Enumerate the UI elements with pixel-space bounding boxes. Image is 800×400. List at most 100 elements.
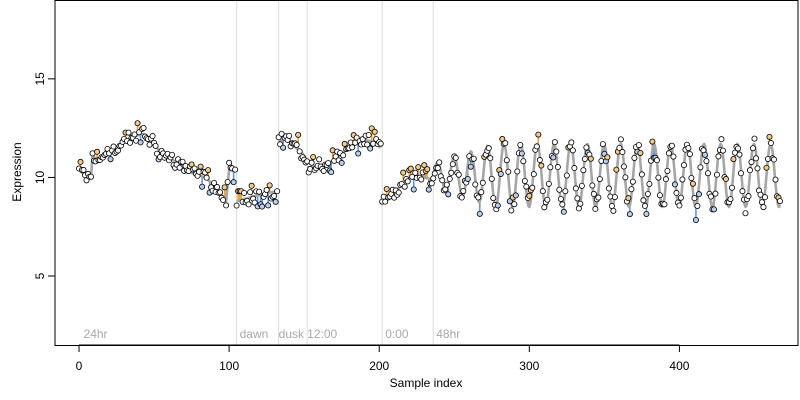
data-point <box>338 159 345 166</box>
data-point <box>340 152 347 159</box>
data-point <box>559 201 566 208</box>
data-point <box>577 200 584 207</box>
data-point <box>134 120 141 127</box>
data-point <box>259 203 266 210</box>
data-point <box>563 172 570 179</box>
data-point <box>221 184 228 191</box>
data-point <box>745 193 752 200</box>
data-point <box>382 198 389 205</box>
data-point <box>199 183 206 190</box>
data-point <box>152 142 159 149</box>
data-point <box>670 153 677 160</box>
data-point <box>664 167 671 174</box>
data-point <box>533 143 540 150</box>
data-point <box>562 188 569 195</box>
data-point <box>677 194 684 201</box>
y-tick-label: 10 <box>33 170 47 184</box>
data-point <box>695 191 702 198</box>
data-point <box>410 186 417 193</box>
data-point <box>668 142 675 149</box>
data-point <box>494 202 501 209</box>
data-point <box>241 189 248 196</box>
data-point <box>550 154 557 161</box>
data-point <box>460 187 467 194</box>
data-point <box>707 193 714 200</box>
data-point <box>88 173 95 180</box>
data-point <box>596 176 603 183</box>
data-point <box>617 136 624 143</box>
data-point <box>127 139 134 146</box>
data-point <box>464 175 471 182</box>
data-point <box>125 129 132 136</box>
data-point <box>472 181 479 188</box>
data-point <box>608 202 615 209</box>
data-point <box>407 165 414 172</box>
data-point <box>470 155 477 162</box>
data-point <box>656 192 663 199</box>
data-point <box>137 139 144 146</box>
data-point <box>578 182 585 189</box>
data-point <box>94 148 101 155</box>
data-point <box>685 145 692 152</box>
y-tick-label: 15 <box>33 72 47 86</box>
data-point <box>754 165 761 172</box>
data-point <box>694 202 701 209</box>
data-point <box>308 159 315 166</box>
data-point <box>271 192 278 199</box>
data-point <box>776 198 783 205</box>
y-tick-label: 5 <box>33 272 47 279</box>
data-point <box>643 210 650 217</box>
data-point <box>631 154 638 161</box>
data-point <box>746 167 753 174</box>
data-point <box>763 164 770 171</box>
data-point <box>487 155 494 162</box>
data-point <box>530 171 537 178</box>
data-point <box>742 210 749 217</box>
data-point <box>518 150 525 157</box>
data-point <box>655 174 662 181</box>
data-point <box>428 180 435 187</box>
data-point <box>328 169 335 176</box>
data-point <box>248 182 255 189</box>
data-point <box>644 190 651 197</box>
data-point <box>557 195 564 202</box>
data-point <box>599 141 606 148</box>
data-point <box>256 188 263 195</box>
data-point <box>400 169 407 176</box>
data-point <box>526 192 533 199</box>
data-point <box>536 157 543 164</box>
data-point <box>80 166 87 173</box>
y-axis-title: Expression <box>10 142 24 201</box>
data-point <box>203 174 210 181</box>
data-point <box>514 168 521 175</box>
x-tick-label: 400 <box>669 359 689 373</box>
data-point <box>425 186 432 193</box>
data-point <box>592 205 599 212</box>
x-axis: 0 100 200 300 400 <box>76 344 690 373</box>
data-point <box>224 178 231 185</box>
data-point <box>220 196 227 203</box>
data-point <box>295 131 302 138</box>
data-point <box>770 156 777 163</box>
data-point <box>278 130 285 137</box>
data-point <box>688 174 695 181</box>
data-point <box>355 150 362 157</box>
data-point <box>673 189 680 196</box>
data-point <box>452 154 459 161</box>
data-point <box>445 191 452 198</box>
data-point <box>503 157 510 164</box>
x-tick-label: 300 <box>519 359 539 373</box>
data-point <box>266 182 273 189</box>
data-point <box>676 202 683 209</box>
data-point <box>701 151 708 158</box>
data-point <box>446 175 453 182</box>
data-point <box>395 189 402 196</box>
data-point <box>595 194 602 201</box>
data-point <box>704 170 711 177</box>
data-point <box>718 136 725 143</box>
x-axis-title: Sample index <box>390 376 463 390</box>
data-point <box>590 190 597 197</box>
data-point <box>508 207 515 214</box>
data-point <box>710 206 717 213</box>
